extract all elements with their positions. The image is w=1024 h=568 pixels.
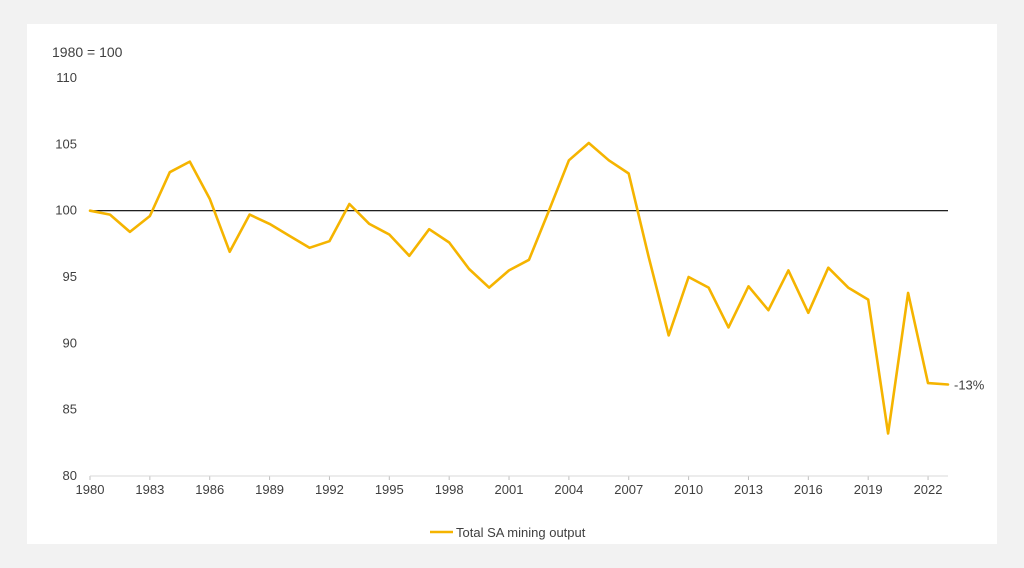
x-tick-label: 1983 <box>135 482 164 497</box>
legend-label: Total SA mining output <box>456 525 586 540</box>
x-tick-label: 2010 <box>674 482 703 497</box>
x-tick-label: 2016 <box>794 482 823 497</box>
end-annotation: -13% <box>954 377 985 392</box>
x-tick-label: 2007 <box>614 482 643 497</box>
x-tick-label: 1995 <box>375 482 404 497</box>
x-tick-label: 1989 <box>255 482 284 497</box>
unit-label: 1980 = 100 <box>52 44 123 60</box>
x-tick-label: 2022 <box>914 482 943 497</box>
x-tick-label: 2013 <box>734 482 763 497</box>
x-tick-label: 2004 <box>554 482 583 497</box>
y-tick-label: 100 <box>55 203 77 218</box>
y-tick-label: 80 <box>63 468 77 483</box>
x-tick-label: 1998 <box>435 482 464 497</box>
y-tick-label: 105 <box>55 136 77 151</box>
y-axis-ticks: 110 105 100 95 90 85 80 <box>55 70 77 483</box>
chart-card: 1980 = 100 110 105 100 95 90 85 80 1980 1983 198… <box>27 24 997 544</box>
x-tick-label: 2019 <box>854 482 883 497</box>
x-tick-label: 1980 <box>76 482 105 497</box>
y-tick-label: 85 <box>63 402 77 417</box>
legend: Total SA mining output <box>430 525 586 540</box>
x-axis-ticks: 1980 1983 1986 1989 1992 1995 1998 2001 2004 2007… <box>76 476 943 497</box>
y-tick-label: 110 <box>56 70 77 85</box>
y-tick-label: 95 <box>63 269 77 284</box>
series-line-total-sa-mining-output <box>88 141 950 435</box>
series-group <box>88 141 950 435</box>
x-tick-label: 1986 <box>195 482 224 497</box>
x-tick-label: 2001 <box>495 482 524 497</box>
y-tick-label: 90 <box>63 335 77 350</box>
x-tick-label: 1992 <box>315 482 344 497</box>
